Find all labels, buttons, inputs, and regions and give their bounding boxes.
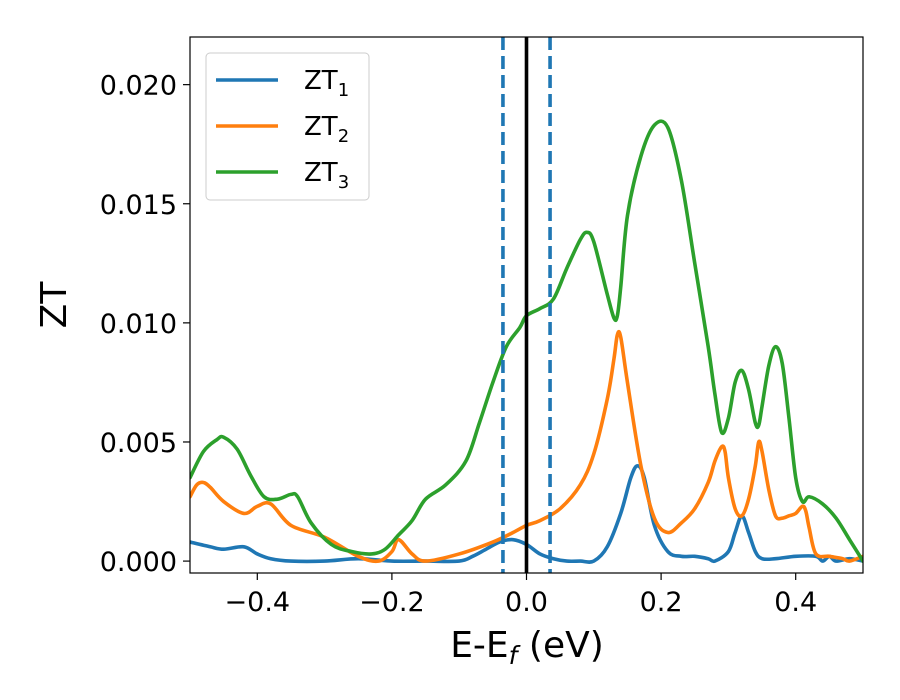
y-axis-label: ZT	[34, 281, 75, 329]
x-tick-label: 0.4	[774, 587, 817, 618]
y-tick-label: 0.010	[100, 309, 177, 340]
legend-entry-zt1: ZT1	[216, 66, 349, 101]
x-tick-label: 0.0	[505, 587, 548, 618]
series-line-zt1	[190, 464, 863, 564]
legend-label: ZT3	[304, 158, 349, 193]
y-tick-label: 0.000	[100, 547, 177, 578]
legend-entry-zt3: ZT3	[216, 158, 349, 193]
legend-entry-zt2: ZT2	[216, 112, 349, 147]
legend: ZT1 ZT2 ZT3	[205, 52, 370, 201]
y-axis-ticks: 0.000 0.005 0.010 0.015 0.020	[100, 71, 190, 578]
x-tick-label: 0.2	[640, 587, 683, 618]
y-tick-label: 0.020	[100, 71, 177, 102]
x-axis-ticks: −0.4 −0.2 0.0 0.2 0.4	[225, 573, 817, 618]
x-tick-label: −0.2	[359, 587, 425, 618]
x-axis-label: E-Ef (eV)	[450, 625, 604, 670]
series-layer	[190, 119, 863, 564]
y-tick-label: 0.015	[100, 190, 177, 221]
series-line-zt3	[190, 119, 863, 563]
x-axis-label-unit: (eV)	[517, 625, 603, 666]
y-tick-label: 0.005	[100, 428, 177, 459]
legend-label: ZT1	[304, 66, 349, 101]
x-tick-label: −0.4	[225, 587, 291, 618]
reference-lines	[501, 37, 552, 573]
x-axis-label-main: E-E	[450, 625, 508, 666]
legend-box	[205, 52, 370, 201]
legend-label: ZT2	[304, 112, 349, 147]
